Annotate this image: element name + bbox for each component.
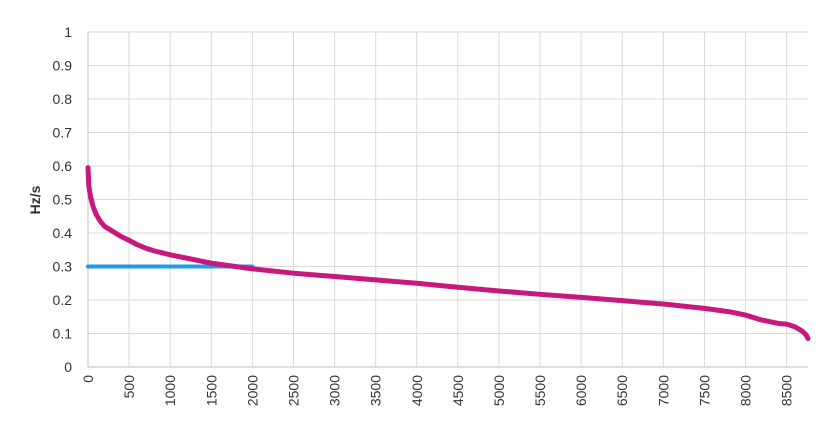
- series-layer: [85, 165, 811, 342]
- x-tick-label: 3500: [368, 375, 384, 406]
- y-tick-label: 0.5: [53, 192, 73, 208]
- y-tick-label: 1: [64, 24, 72, 40]
- series-line-0: [85, 165, 811, 342]
- x-tick-label: 8000: [738, 375, 754, 406]
- label-layer: 0 0.1 0.2 0.3 0.4 0.5 0.6 0.7 0.8 0.9 1 0 500 1000 150…: [53, 24, 795, 406]
- x-tick-label: 2500: [285, 375, 301, 406]
- axis-layer: [87, 32, 808, 368]
- y-tick-label: 0.7: [53, 125, 73, 141]
- y-tick-label: 0.2: [53, 292, 73, 308]
- y-tick-label: 0.4: [53, 225, 73, 241]
- x-tick-label: 500: [121, 375, 137, 399]
- y-tick-label: 0.3: [53, 259, 73, 275]
- y-tick-label: 0: [64, 359, 72, 375]
- x-tick-label: 6000: [573, 375, 589, 406]
- y-tick-label: 0.6: [53, 158, 73, 174]
- x-tick-label: 8500: [779, 375, 795, 406]
- y-tick-label: 0.1: [53, 326, 73, 342]
- x-tick-label: 4000: [409, 375, 425, 406]
- x-tick-label: 1500: [203, 375, 219, 406]
- y-tick-label: 0.9: [53, 58, 73, 74]
- x-tick-label: 3000: [327, 375, 343, 406]
- x-tick-label: 6500: [614, 375, 630, 406]
- x-tick-label: 7000: [655, 375, 671, 406]
- y-tick-label: 0.8: [53, 91, 73, 107]
- x-tick-label: 4500: [450, 375, 466, 406]
- x-tick-label: 5500: [532, 375, 548, 406]
- x-tick-label: 1000: [162, 375, 178, 406]
- y-axis-title: Hz/s: [27, 185, 43, 214]
- x-tick-label: 5000: [491, 375, 507, 406]
- x-tick-label: 7500: [696, 375, 712, 406]
- x-tick-label: 0: [80, 375, 96, 383]
- grid-layer: [88, 31, 808, 367]
- x-tick-label: 2000: [244, 375, 260, 406]
